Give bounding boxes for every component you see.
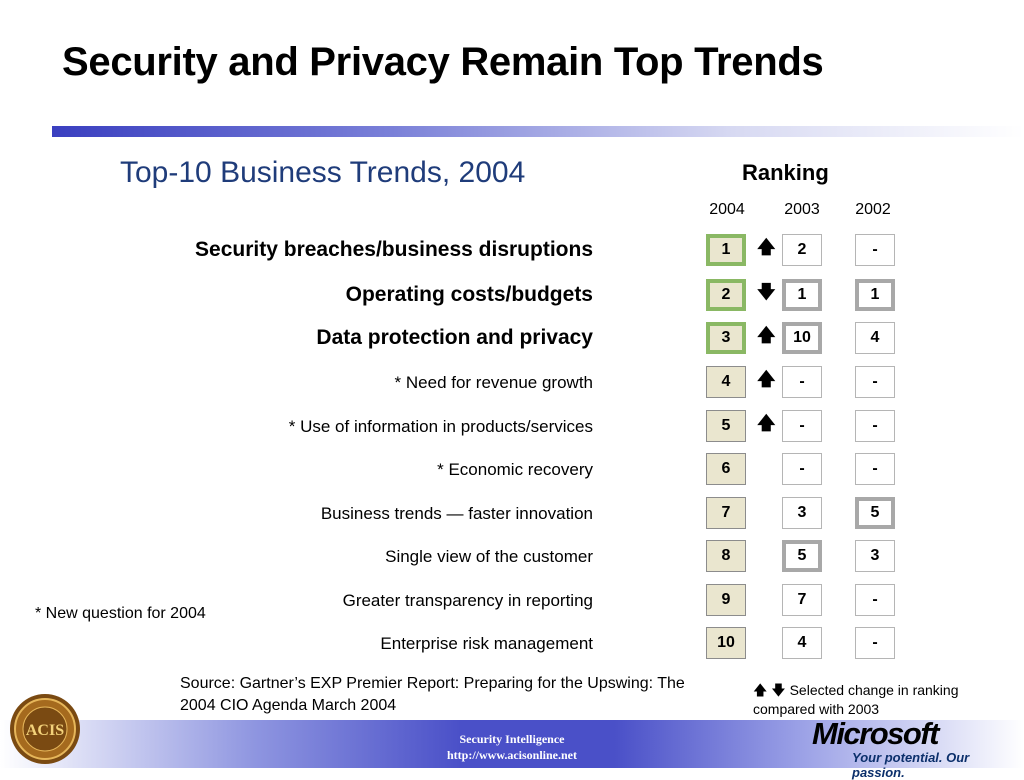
rank-2004-cell: 4	[706, 366, 746, 398]
rank-2004-cell: 3	[706, 322, 746, 354]
footer: Security Intelligence http://www.acisonl…	[0, 731, 1024, 763]
rank-2004-cell: 5	[706, 410, 746, 442]
rank-2002-cell: -	[855, 584, 895, 616]
rank-2004-cell: 2	[706, 279, 746, 311]
year-header-2003: 2003	[784, 201, 820, 218]
rank-2003-cell: 7	[782, 584, 822, 616]
rank-2003-cell: 3	[782, 497, 822, 529]
year-header-2004: 2004	[709, 201, 745, 218]
rank-2002-cell: -	[855, 453, 895, 485]
rank-2002-cell: -	[855, 366, 895, 398]
down-arrow-icon: 🡇	[757, 282, 776, 302]
rank-2004-cell: 10	[706, 627, 746, 659]
up-arrow-icon: 🡅	[757, 237, 776, 257]
up-arrow-icon: 🡅	[757, 413, 776, 433]
legend-text: Selected change in ranking compared with…	[753, 682, 959, 717]
rank-2003-cell: -	[782, 453, 822, 485]
slide-title: Security and Privacy Remain Top Trends	[62, 40, 824, 84]
up-arrow-icon: 🡅	[757, 369, 776, 389]
rank-2002-cell: 4	[855, 322, 895, 354]
rank-2004-cell: 8	[706, 540, 746, 572]
svg-text:ACIS: ACIS	[26, 722, 64, 739]
trend-label: * Use of information in products/service…	[288, 417, 593, 436]
title-divider	[52, 126, 1024, 137]
rank-2004-cell: 7	[706, 497, 746, 529]
microsoft-logo: Microsoft	[812, 716, 940, 751]
trend-label: Single view of the customer	[385, 547, 593, 566]
up-arrow-icon: 🡅	[757, 325, 776, 345]
trend-label: Greater transparency in reporting	[342, 591, 593, 610]
source-note: Source: Gartner’s EXP Premier Report: Pr…	[180, 675, 685, 714]
trend-label: * Economic recovery	[437, 460, 593, 479]
rank-2002-cell: -	[855, 627, 895, 659]
rank-2003-cell: 5	[782, 540, 822, 572]
rank-2002-cell: -	[855, 234, 895, 266]
rank-2002-cell: 3	[855, 540, 895, 572]
acis-seal-logo: ACIS	[10, 694, 80, 764]
trend-label: Operating costs/budgets	[345, 283, 593, 306]
rank-2004-cell: 9	[706, 584, 746, 616]
rank-2002-cell: 1	[855, 279, 895, 311]
ranking-header: Ranking	[742, 160, 829, 185]
rank-2003-cell: -	[782, 366, 822, 398]
rank-2003-cell: 10	[782, 322, 822, 354]
footer-title: Security Intelligence	[459, 732, 565, 746]
rank-2004-cell: 6	[706, 453, 746, 485]
rank-2004-cell: 1	[706, 234, 746, 266]
rank-2003-cell: -	[782, 410, 822, 442]
trend-label: Data protection and privacy	[316, 326, 593, 349]
trend-label: * Need for revenue growth	[394, 373, 593, 392]
footer-band	[0, 720, 1024, 768]
rank-2003-cell: 4	[782, 627, 822, 659]
arrow-legend: 🡅 🡇 Selected change in ranking compared …	[753, 681, 1003, 719]
year-header-2002: 2002	[855, 201, 891, 218]
trend-label: Security breaches/business disruptions	[195, 238, 593, 261]
trend-label: Enterprise risk management	[380, 634, 593, 653]
microsoft-tagline: Your potential. Our passion.	[852, 750, 970, 780]
table-subtitle: Top-10 Business Trends, 2004	[120, 156, 526, 189]
rank-2002-cell: -	[855, 410, 895, 442]
rank-2002-cell: 5	[855, 497, 895, 529]
footnote: * New question for 2004	[35, 605, 206, 622]
footer-url: http://www.acisonline.net	[446, 748, 577, 762]
down-arrow-icon: 🡇	[771, 682, 786, 698]
up-arrow-icon: 🡅	[753, 682, 768, 698]
rank-2003-cell: 1	[782, 279, 822, 311]
trend-label: Business trends — faster innovation	[320, 504, 593, 523]
rank-2003-cell: 2	[782, 234, 822, 266]
